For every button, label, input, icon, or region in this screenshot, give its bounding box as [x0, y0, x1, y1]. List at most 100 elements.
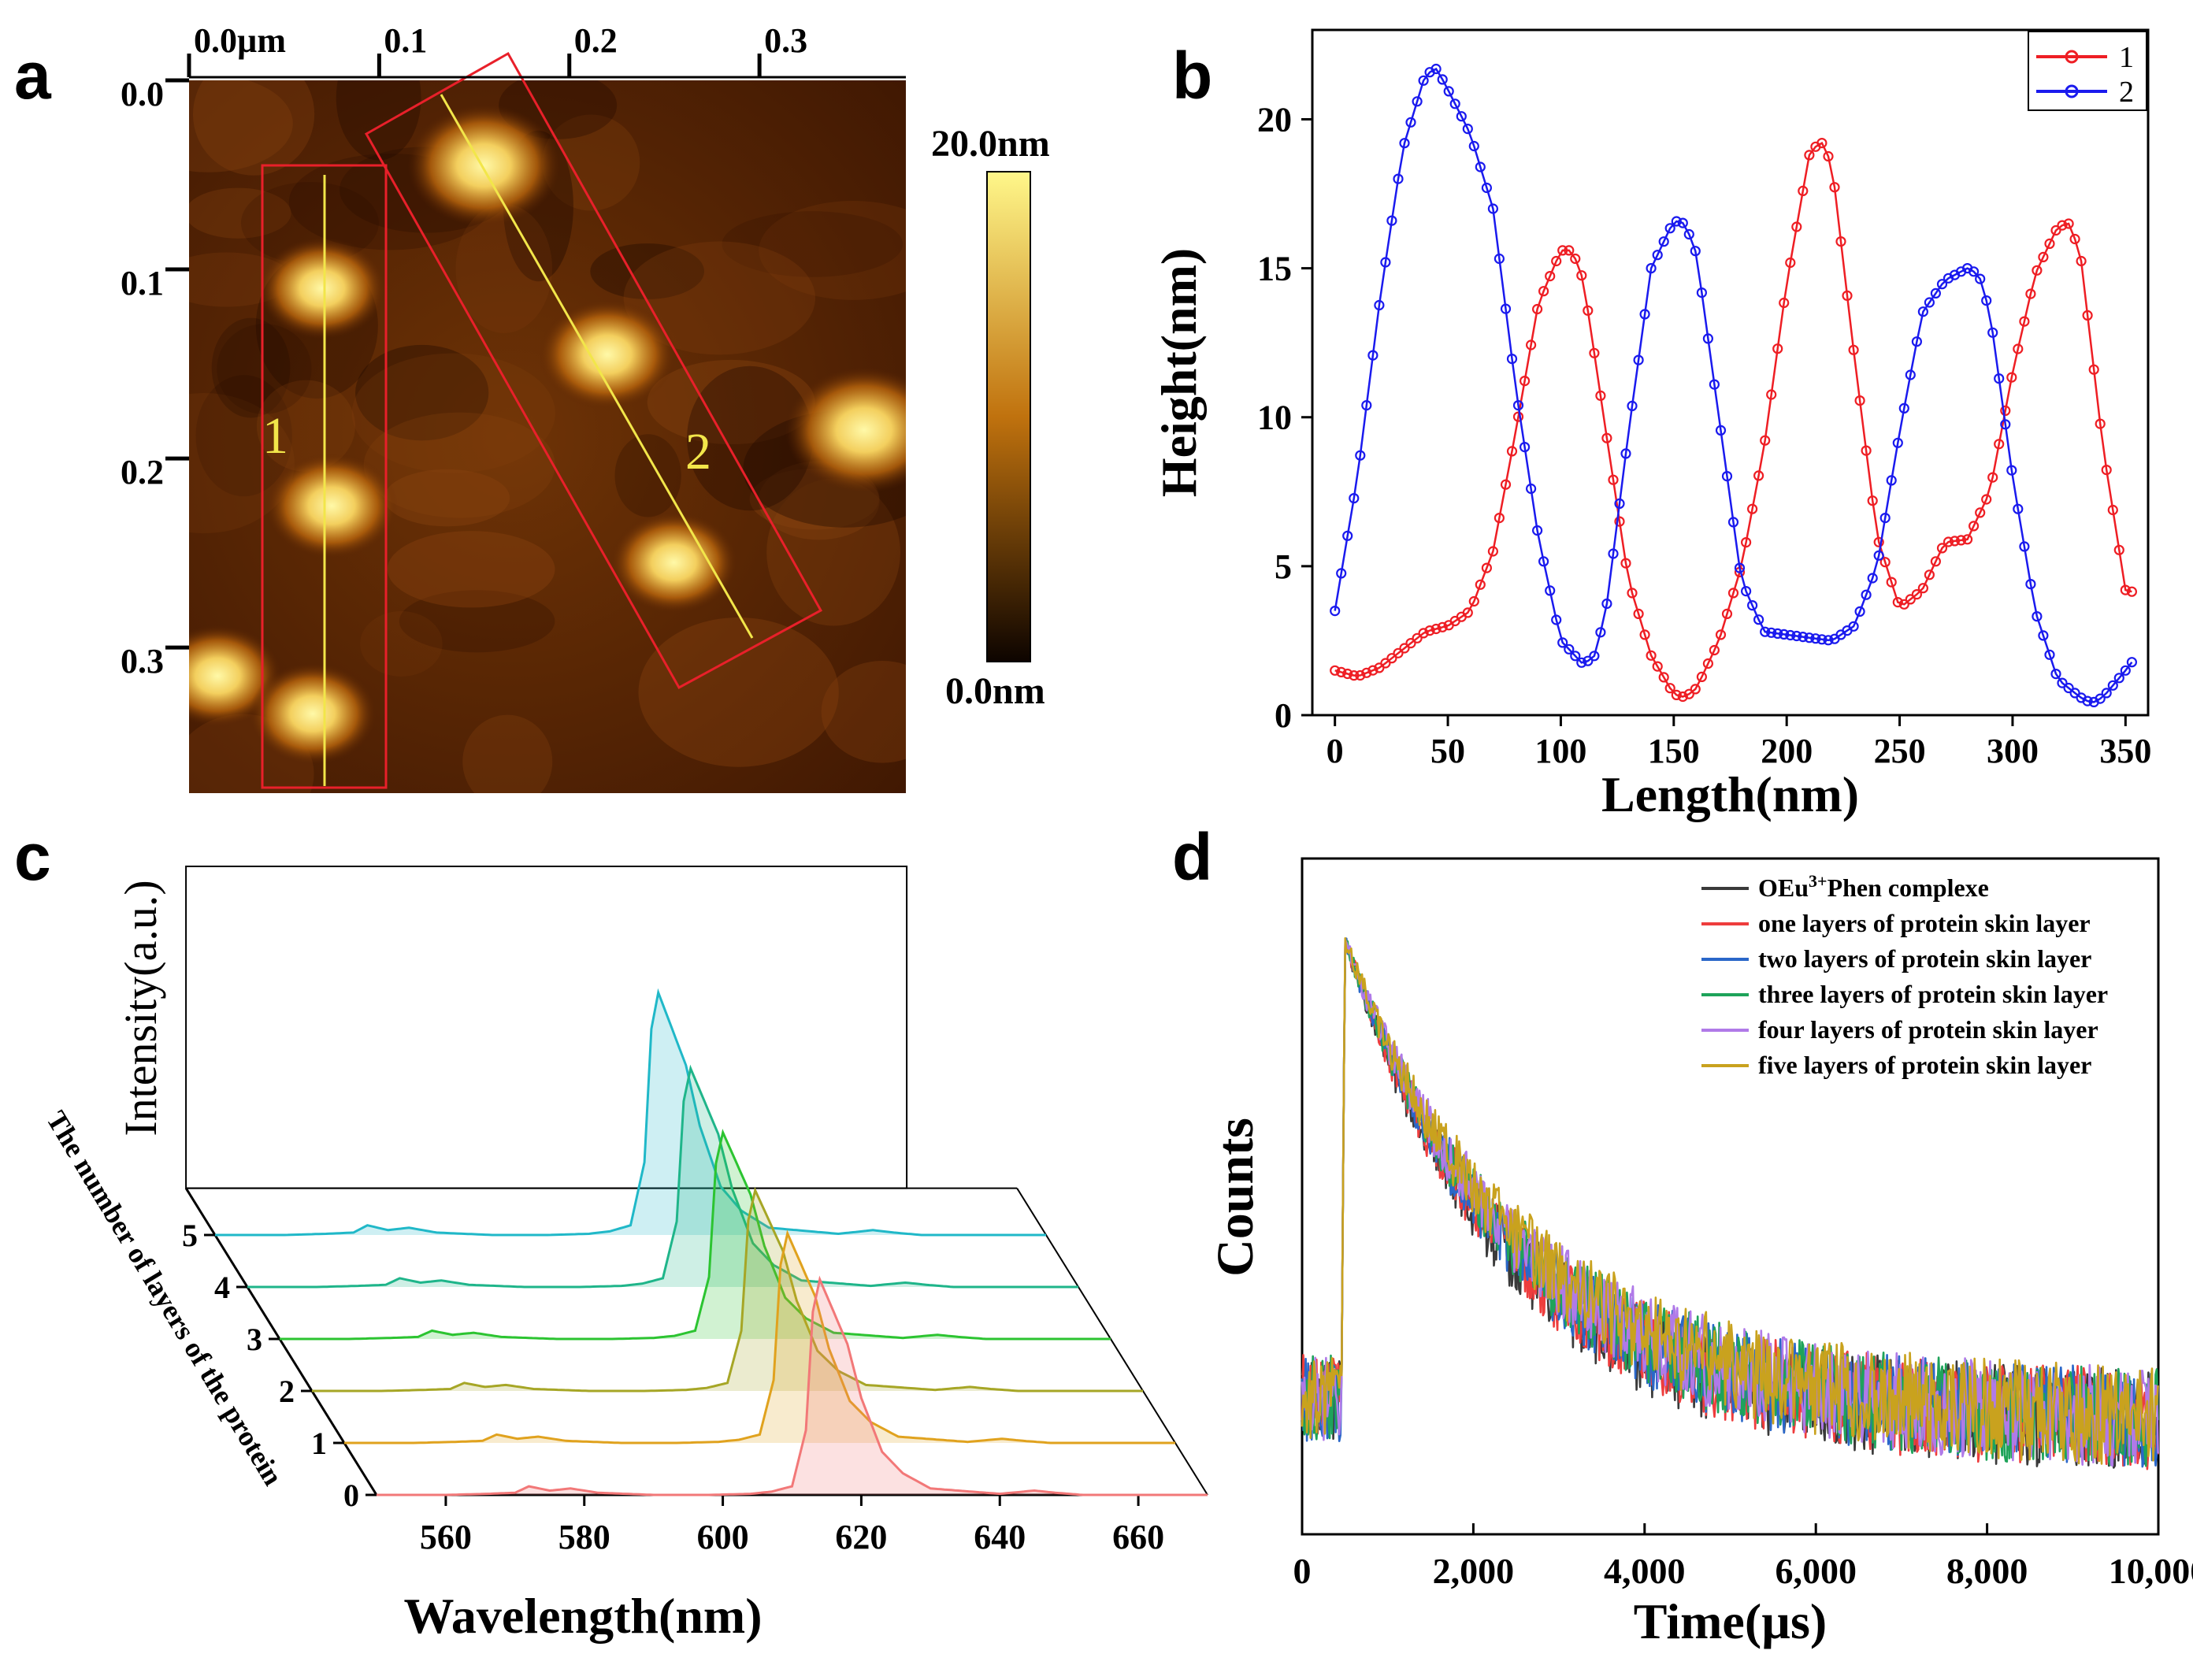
- panel-letter-d: d: [1172, 820, 1213, 894]
- decay-series-5: [1301, 936, 2159, 1465]
- series-1-point: [1538, 286, 1549, 297]
- series-2-point: [1430, 63, 1442, 75]
- series-1-point: [1399, 643, 1410, 654]
- series-1-point: [1696, 671, 1708, 683]
- series-1-point: [1633, 608, 1644, 620]
- series-2-point: [1753, 614, 1764, 625]
- series-2-point: [1854, 606, 1865, 617]
- series-1-point: [1412, 632, 1423, 643]
- series-1-point: [1886, 577, 1897, 588]
- series-2-point: [1664, 223, 1675, 234]
- colorbar-max-label: 20.0nm: [931, 123, 1050, 165]
- series-2-point: [1924, 297, 1935, 308]
- series-2-point: [1412, 96, 1423, 107]
- afm-texture: [590, 243, 705, 299]
- series-1-point: [1330, 665, 1341, 676]
- x-tick-label: 4,000: [1604, 1551, 1686, 1591]
- afm-y-tick-label: 0.1: [121, 264, 164, 302]
- series-1-point: [1879, 557, 1891, 568]
- series-2-point: [1677, 217, 1688, 228]
- legend-label-2: 2: [2119, 76, 2134, 109]
- series-1-point: [1930, 556, 1942, 567]
- colorbar: [986, 171, 1031, 662]
- series-1-point: [1430, 623, 1442, 635]
- afm-x-tick-label: 0.0µm: [194, 21, 286, 60]
- afm-texture: [387, 531, 555, 608]
- series-1-point: [2063, 218, 2074, 229]
- series-2-point: [1475, 161, 1486, 172]
- series-1-point: [1462, 607, 1473, 618]
- afm-texture: [614, 434, 681, 517]
- series-2-point: [1449, 98, 1460, 109]
- series-1-point: [1380, 658, 1391, 669]
- series-1-point: [1652, 661, 1663, 672]
- y-axis-label: Intensity(a.u.): [115, 880, 166, 1136]
- series-1-point: [1975, 507, 1986, 518]
- series-2-point: [2063, 682, 2074, 694]
- afm-particle: [785, 367, 906, 494]
- x-tick-label: 0: [1293, 1551, 1312, 1591]
- series-1-point: [1664, 683, 1675, 694]
- series-2-point: [1930, 287, 1942, 299]
- series-2-line: [1334, 67, 2133, 703]
- series-1-point: [2044, 238, 2055, 249]
- afm-texture: [647, 359, 815, 445]
- series-2-point: [1456, 111, 1467, 122]
- spectrum-layer-1: 1: [311, 1229, 1175, 1461]
- afm-y-tick-label: 0.2: [121, 453, 164, 491]
- series-1-point: [1481, 562, 1492, 573]
- x-tick-label: 150: [1648, 732, 1700, 770]
- afm-texture: [722, 211, 904, 277]
- series-1-point: [1551, 255, 1562, 267]
- profile-label-1: 1: [262, 407, 288, 465]
- series-2-point: [2050, 668, 2061, 680]
- series-1-point: [1715, 629, 1727, 640]
- series-1-point: [1892, 596, 1903, 608]
- series-1-point: [1639, 629, 1650, 640]
- series-1-point: [1658, 672, 1669, 683]
- series-2-point: [1861, 589, 1872, 600]
- panel-d-decay-curves: 0 2,000 4,000 6,000 8,000 10,000 Time(µs) Count…: [1207, 857, 2193, 1649]
- series-1-point: [1968, 521, 1980, 532]
- panel-c-emission-waterfall: 560 580 600 620 640 660 Wavelength(nm) Intensit…: [40, 866, 1208, 1644]
- series-2-point: [1570, 651, 1581, 662]
- afm-texture: [623, 241, 816, 355]
- series-1-point: [1721, 608, 1733, 620]
- profile-label-2: 2: [685, 423, 711, 480]
- z-tick-label: 0: [343, 1478, 359, 1513]
- series-1-point: [2032, 265, 2043, 276]
- legend-box: [2028, 31, 2147, 111]
- series-2-point: [1468, 140, 1479, 152]
- legend-marker-2: [2065, 84, 2079, 98]
- x-tick-label: 580: [558, 1518, 610, 1556]
- series-1-point: [1386, 653, 1397, 664]
- x-tick-label: 600: [697, 1518, 749, 1556]
- x-tick-label: 0: [1327, 732, 1344, 770]
- series-2-point: [1658, 236, 1669, 247]
- y-axis-label: Height(nm): [1151, 248, 1207, 497]
- spectrum-line-5: [215, 988, 1046, 1237]
- x-tick-label: 350: [2099, 732, 2151, 770]
- legend-marker-1: [2065, 50, 2079, 64]
- z-tick-label: 1: [311, 1426, 327, 1461]
- series-1-point: [1361, 667, 1372, 678]
- x-tick-label: 10,000: [2109, 1551, 2193, 1591]
- spectrum-line-3: [280, 1129, 1111, 1341]
- afm-texture: [189, 80, 293, 172]
- afm-texture: [462, 714, 553, 793]
- x-axis-label: Time(µs): [1634, 1593, 1827, 1649]
- afm-y-tick-label: 0.3: [121, 642, 164, 681]
- series-1-point: [1545, 271, 1556, 282]
- afm-texture: [759, 201, 906, 300]
- series-2-point: [1583, 655, 1594, 666]
- series-2-point: [2057, 677, 2068, 688]
- spectrum-layer-3: 3: [247, 1129, 1111, 1357]
- back-wall: [185, 866, 908, 1189]
- x-tick-label: 6,000: [1775, 1551, 1857, 1591]
- series-1-point: [1393, 647, 1404, 658]
- panel-letter-a: a: [14, 39, 51, 113]
- series-1-point: [1367, 665, 1379, 676]
- legend: OEu3+Phen complexe one layers of protein …: [1701, 871, 2108, 1079]
- x-tick-label: 620: [835, 1518, 887, 1556]
- afm-particle: [407, 104, 560, 227]
